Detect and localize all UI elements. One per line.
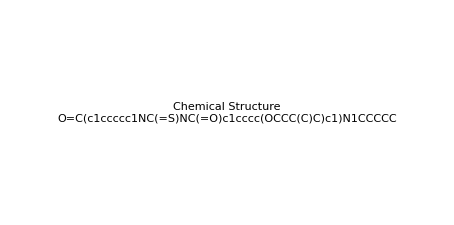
Text: Chemical Structure
O=C(c1ccccc1NC(=S)NC(=O)c1cccc(OCCC(C)C)c1)N1CCCCC: Chemical Structure O=C(c1ccccc1NC(=S)NC(…: [57, 102, 397, 123]
